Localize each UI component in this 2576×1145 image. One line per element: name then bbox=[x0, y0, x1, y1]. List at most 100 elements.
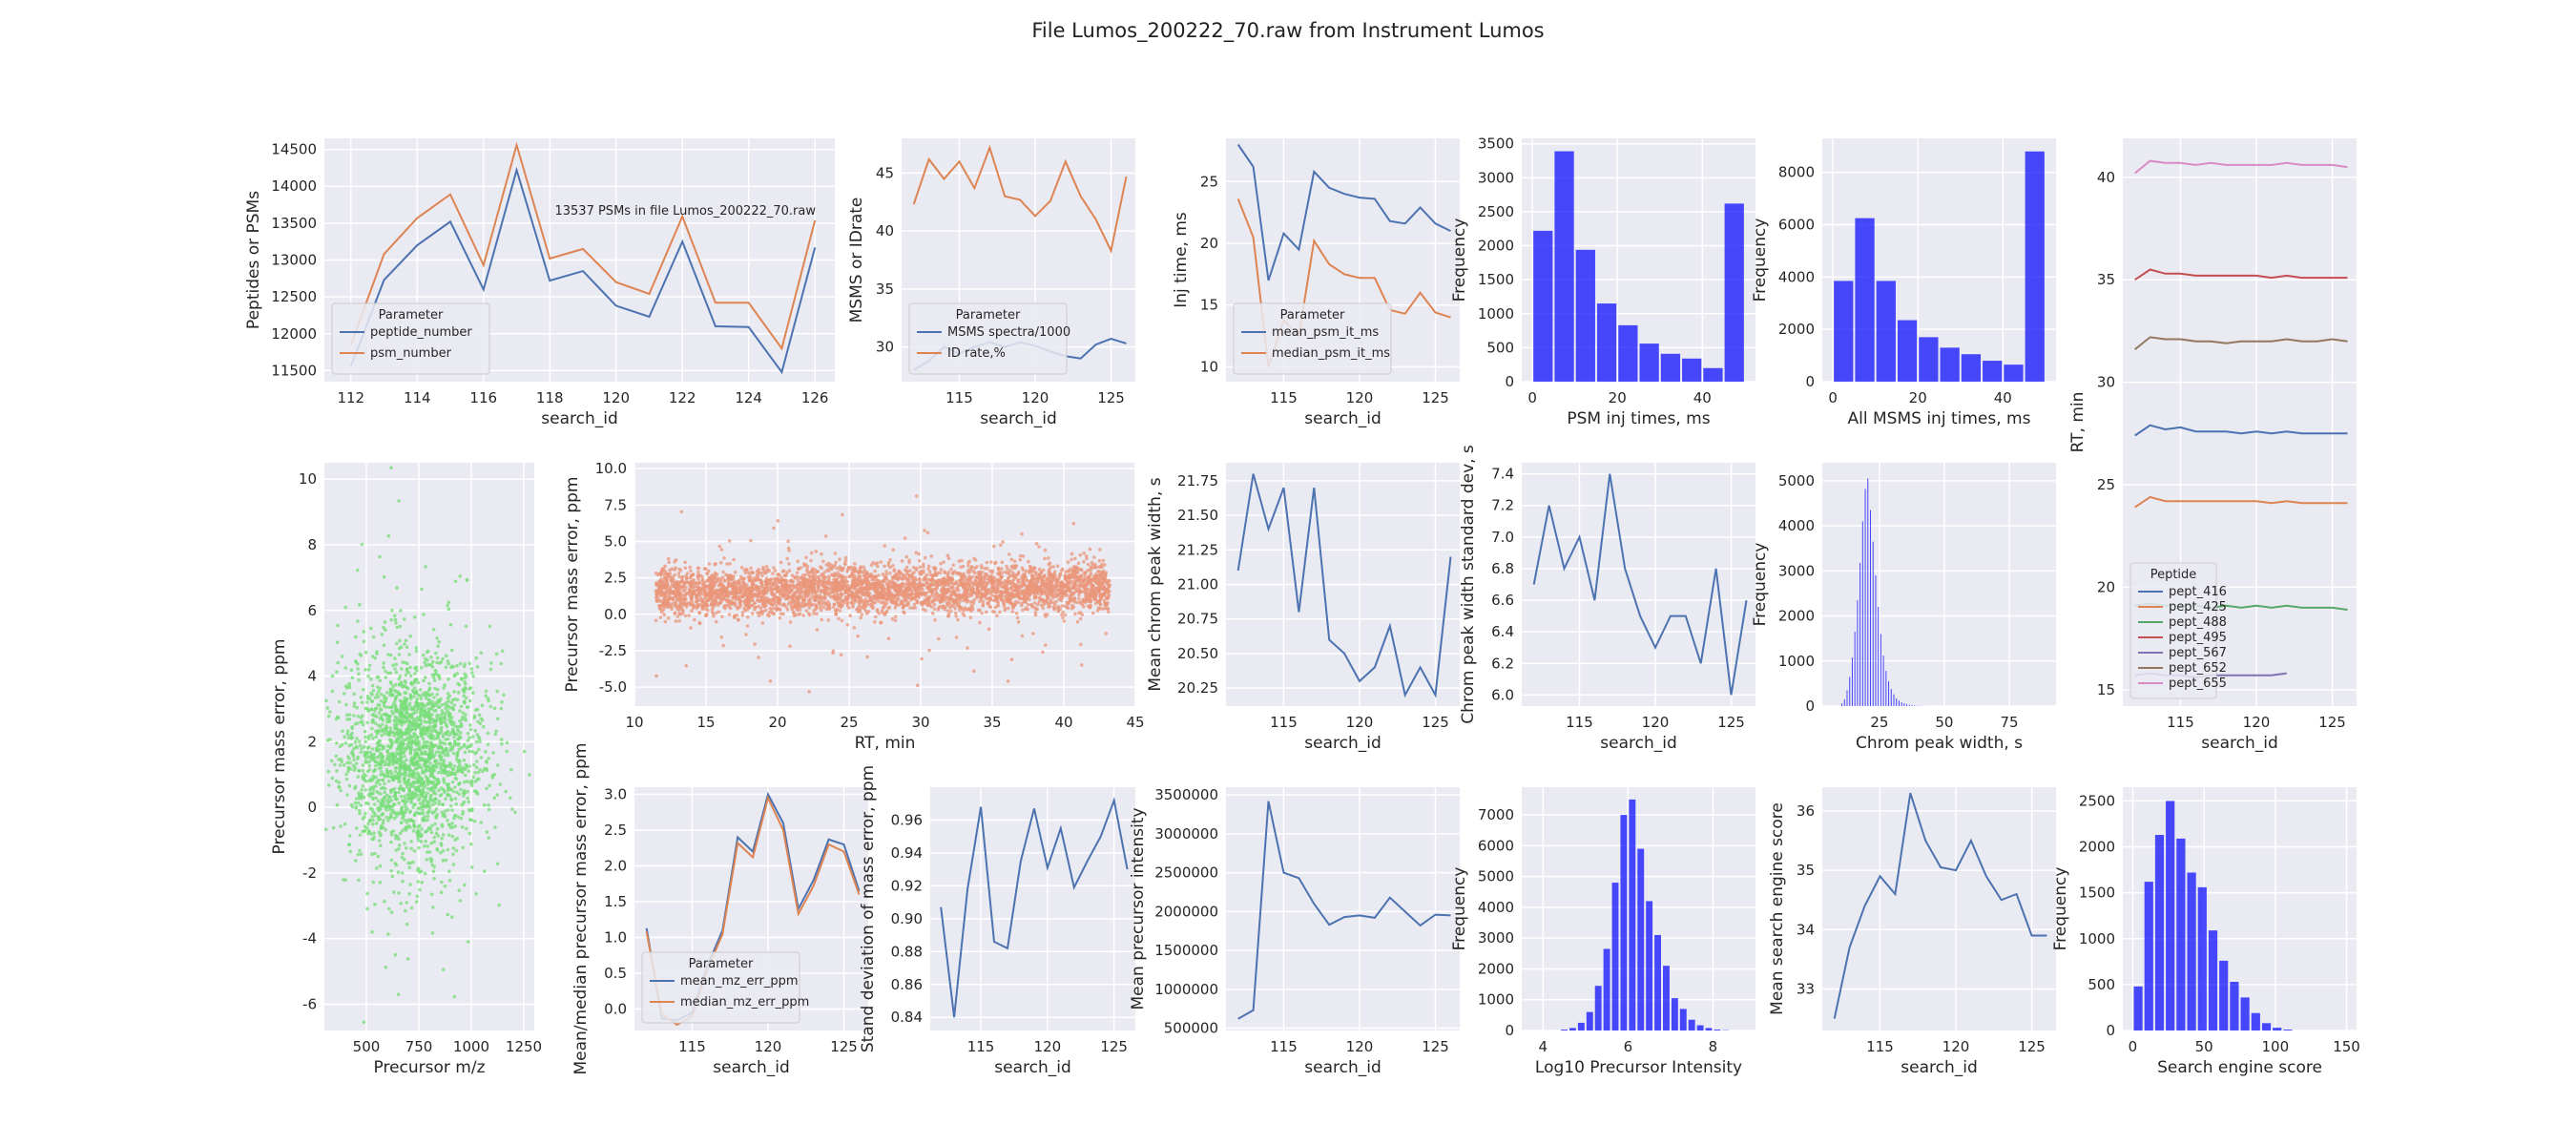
scatter-point bbox=[336, 660, 341, 665]
scatter-point bbox=[458, 718, 462, 723]
scatter-point bbox=[397, 776, 402, 780]
scatter-point bbox=[444, 797, 447, 801]
scatter-point bbox=[452, 735, 456, 739]
histogram-bar bbox=[1682, 358, 1702, 382]
scatter-point bbox=[1009, 557, 1014, 562]
scatter-point bbox=[721, 575, 725, 579]
scatter-point bbox=[677, 574, 681, 579]
scatter-point bbox=[499, 738, 504, 741]
scatter-point bbox=[1008, 552, 1011, 556]
scatter-point bbox=[391, 663, 395, 667]
scatter-point bbox=[509, 767, 513, 772]
scatter-point bbox=[1085, 556, 1089, 561]
scatter-point bbox=[923, 555, 927, 560]
scatter-point bbox=[405, 846, 408, 850]
scatter-point bbox=[433, 809, 437, 814]
scatter-point bbox=[435, 826, 440, 831]
scatter-point bbox=[335, 741, 339, 745]
scatter-point bbox=[417, 845, 421, 850]
scatter-point bbox=[367, 663, 372, 668]
scatter-point bbox=[451, 751, 456, 756]
x-axis-label: Precursor m/z bbox=[374, 1058, 486, 1077]
scatter-point bbox=[357, 672, 361, 677]
scatter-point bbox=[674, 595, 678, 599]
scatter-point bbox=[482, 869, 487, 873]
scatter-point bbox=[396, 718, 401, 722]
scatter-point bbox=[395, 586, 399, 590]
scatter-point bbox=[446, 737, 450, 741]
scatter-point bbox=[374, 748, 379, 752]
histogram-bar bbox=[1961, 354, 1982, 382]
scatter-point bbox=[392, 718, 397, 723]
scatter-point bbox=[405, 767, 409, 771]
scatter-point bbox=[426, 719, 430, 724]
scatter-point bbox=[337, 699, 342, 704]
scatter-point bbox=[454, 848, 459, 853]
scatter-point bbox=[403, 778, 406, 781]
scatter-point bbox=[474, 765, 479, 770]
scatter-point bbox=[389, 858, 394, 863]
scatter-point bbox=[450, 664, 454, 669]
scatter-point bbox=[883, 564, 886, 569]
scatter-point bbox=[365, 700, 369, 704]
scatter-point bbox=[398, 831, 403, 836]
scatter-point bbox=[356, 852, 361, 857]
scatter-point bbox=[421, 737, 426, 740]
scatter-point bbox=[415, 894, 420, 899]
scatter-point bbox=[392, 817, 397, 821]
scatter-point bbox=[1061, 615, 1065, 620]
scatter-point bbox=[356, 801, 361, 805]
scatter-point bbox=[434, 807, 439, 811]
scatter-point bbox=[449, 762, 453, 767]
scatter-point bbox=[388, 746, 393, 750]
scatter-point bbox=[355, 721, 360, 725]
scatter-point bbox=[375, 789, 380, 794]
scatter-point bbox=[1007, 606, 1010, 611]
scatter-point bbox=[435, 736, 439, 740]
scatter-point bbox=[1060, 613, 1064, 616]
scatter-point bbox=[760, 621, 765, 625]
scatter-point bbox=[353, 786, 357, 790]
x-tick-label: 0 bbox=[1828, 389, 1838, 406]
scatter-point bbox=[414, 699, 419, 704]
scatter-point bbox=[398, 638, 402, 643]
scatter-point bbox=[478, 721, 483, 726]
scatter-point bbox=[826, 574, 831, 579]
scatter-point bbox=[360, 542, 364, 547]
scatter-point bbox=[416, 806, 420, 810]
y-tick-label: 2.5 bbox=[604, 570, 627, 587]
scatter-point bbox=[901, 602, 904, 607]
scatter-point bbox=[492, 772, 497, 777]
scatter-point bbox=[372, 752, 376, 756]
y-tick-label: 4000 bbox=[1778, 268, 1815, 285]
scatter-point bbox=[727, 539, 732, 543]
scatter-point bbox=[348, 767, 353, 771]
scatter-point bbox=[350, 749, 355, 754]
histogram-bar bbox=[2025, 151, 2045, 382]
scatter-point bbox=[939, 562, 943, 566]
x-tick-label: 126 bbox=[801, 389, 829, 406]
scatter-point bbox=[400, 871, 405, 875]
y-tick-label: 40 bbox=[876, 222, 894, 239]
scatter-point bbox=[381, 729, 385, 734]
scatter-point bbox=[402, 857, 406, 862]
scatter-point bbox=[430, 771, 435, 776]
scatter-point bbox=[459, 787, 463, 792]
scatter-point bbox=[389, 811, 393, 816]
scatter-point bbox=[476, 777, 481, 781]
scatter-point bbox=[345, 732, 350, 737]
scatter-point bbox=[424, 565, 427, 569]
scatter-point bbox=[655, 599, 659, 603]
scatter-point bbox=[720, 614, 724, 618]
scatter-point bbox=[359, 852, 364, 856]
scatter-point bbox=[464, 687, 468, 691]
y-axis-label: Frequency bbox=[1450, 219, 1469, 302]
x-tick-label: 25 bbox=[840, 714, 858, 731]
scatter-point bbox=[350, 731, 354, 736]
x-tick-label: 122 bbox=[669, 389, 696, 406]
scatter-point bbox=[1024, 569, 1028, 573]
scatter-point bbox=[401, 799, 405, 803]
scatter-point bbox=[354, 761, 359, 766]
